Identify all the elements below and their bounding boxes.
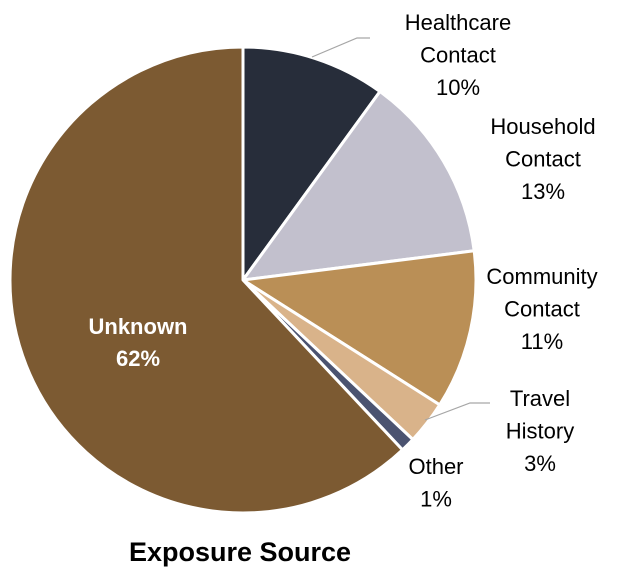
data-label-household-contact: Household Contact 13% — [490, 114, 595, 204]
data-label-travel-history: Travel History 3% — [506, 386, 574, 476]
pie-slice-household-contact — [241, 90, 476, 282]
leader-line-healthcare-contact — [311, 37, 370, 58]
data-label-community-contact: Community Contact 11% — [486, 264, 597, 354]
pie-slice-healthcare-contact — [241, 45, 382, 282]
data-label-other: Other 1% — [408, 454, 463, 512]
data-label-healthcare-contact: Healthcare Contact 10% — [405, 10, 511, 100]
chart-title: Exposure Source — [128, 537, 352, 567]
leader-line-travel-history — [424, 402, 490, 421]
pie-slice-community-contact — [241, 249, 478, 407]
data-label-unknown: Unknown 62% — [89, 314, 188, 371]
pie-slice-unknown — [8, 45, 404, 515]
